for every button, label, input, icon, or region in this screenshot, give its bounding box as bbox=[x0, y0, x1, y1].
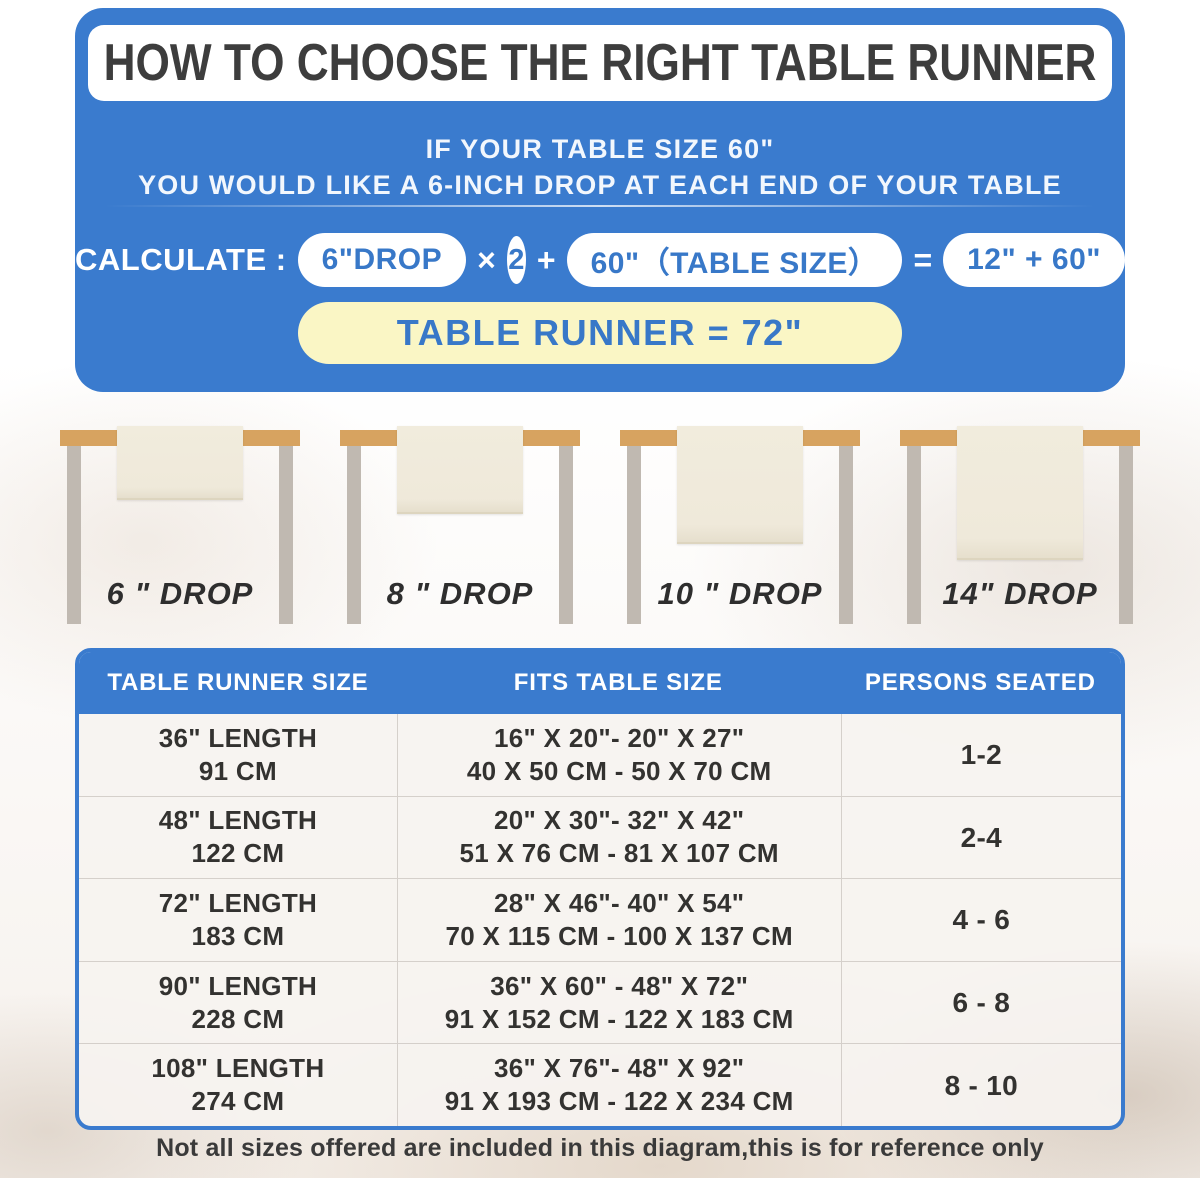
table-leg-right bbox=[1119, 446, 1133, 624]
persons-cell: 4 - 6 bbox=[840, 879, 1121, 961]
persons-cell: 2-4 bbox=[840, 796, 1121, 879]
table-row: 48" LENGTH 122 CM 20" X 30"- 32" X 42" 5… bbox=[79, 795, 1121, 879]
table-size-pill: 60"（TABLE SIZE） bbox=[566, 233, 903, 287]
table-runner-result-pill: TABLE RUNNER = 72" bbox=[298, 302, 902, 364]
drop-label: 6 " DROP bbox=[106, 576, 254, 611]
fits-size-cell: 28" X 46"- 40" X 54" 70 X 115 CM - 100 X… bbox=[396, 879, 841, 961]
drop-label: 14" DROP bbox=[942, 576, 1098, 611]
divider-line bbox=[105, 205, 1095, 207]
table-leg-left bbox=[627, 446, 641, 624]
size-chart: TABLE RUNNER SIZE FITS TABLE SIZE PERSON… bbox=[75, 648, 1125, 1130]
table-row: 108" LENGTH 274 CM 36" X 76"- 48" X 92" … bbox=[79, 1043, 1121, 1126]
fits-size-cell: 36" X 60" - 48" X 72" 91 X 152 CM - 122 … bbox=[396, 961, 841, 1044]
size-chart-header: TABLE RUNNER SIZE FITS TABLE SIZE PERSON… bbox=[79, 652, 1121, 714]
table-illustration-6in: 6 " DROP bbox=[60, 418, 300, 630]
header-banner: HOW TO CHOOSE THE RIGHT TABLE RUNNER IF … bbox=[75, 8, 1125, 392]
drop-illustrations: 6 " DROP 8 " DROP 10 " DROP 14" DROP bbox=[60, 418, 1140, 630]
table-leg-right bbox=[279, 446, 293, 624]
multiply-sign: × bbox=[477, 241, 496, 278]
table-row: 36" LENGTH 91 CM 16" X 20"- 20" X 27" 40… bbox=[79, 714, 1121, 796]
footer-note: Not all sizes offered are included in th… bbox=[156, 1134, 1044, 1162]
table-row: 90" LENGTH 228 CM 36" X 60" - 48" X 72" … bbox=[79, 960, 1121, 1044]
subtitle-line1: IF YOUR TABLE SIZE 60" bbox=[425, 134, 775, 164]
persons-cell: 1-2 bbox=[840, 714, 1121, 796]
table-leg-left bbox=[347, 446, 361, 624]
result-pill: 12" + 60" bbox=[943, 233, 1125, 287]
table-leg-left bbox=[907, 446, 921, 624]
table-illustration-10in: 10 " DROP bbox=[620, 418, 860, 630]
table-leg-right bbox=[559, 446, 573, 624]
runner-size-cell: 48" LENGTH 122 CM bbox=[158, 805, 318, 869]
table-leg-right bbox=[839, 446, 853, 624]
drop-pill: 6"DROP bbox=[297, 233, 467, 287]
header-runner-size: TABLE RUNNER SIZE bbox=[107, 669, 369, 696]
runner-size-cell: 72" LENGTH 183 CM bbox=[158, 887, 318, 951]
subtitle-line2: YOU WOULD LIKE A 6-INCH DROP AT EACH END… bbox=[138, 170, 1062, 200]
table-illustration-14in: 14" DROP bbox=[900, 418, 1140, 630]
drop-label: 8 " DROP bbox=[386, 576, 534, 611]
runner-size-cell: 36" LENGTH 91 CM bbox=[158, 722, 318, 786]
header-fits-table-size: FITS TABLE SIZE bbox=[513, 669, 723, 696]
persons-cell: 6 - 8 bbox=[840, 961, 1121, 1044]
size-chart-body: 36" LENGTH 91 CM 16" X 20"- 20" X 27" 40… bbox=[79, 714, 1121, 1126]
drop-label: 10 " DROP bbox=[657, 576, 823, 611]
calculation-row: CALCULATE : 6"DROP × 2 + 60"（TABLE SIZE）… bbox=[75, 232, 1125, 288]
fits-size-cell: 36" X 76"- 48" X 92" 91 X 193 CM - 122 X… bbox=[396, 1044, 841, 1126]
table-illustration-8in: 8 " DROP bbox=[340, 418, 580, 630]
runner-size-cell: 90" LENGTH 228 CM bbox=[158, 970, 318, 1034]
table-leg-left bbox=[67, 446, 81, 624]
multiplier-circle: 2 bbox=[506, 236, 526, 284]
fits-size-cell: 16" X 20"- 20" X 27" 40 X 50 CM - 50 X 7… bbox=[396, 714, 841, 796]
fits-size-cell: 20" X 30"- 32" X 42" 51 X 76 CM - 81 X 1… bbox=[396, 796, 841, 879]
table-row: 72" LENGTH 183 CM 28" X 46"- 40" X 54" 7… bbox=[79, 878, 1121, 961]
calculate-label: CALCULATE : bbox=[75, 242, 287, 277]
runner-swatch bbox=[677, 426, 803, 544]
runner-size-cell: 108" LENGTH 274 CM bbox=[151, 1053, 325, 1117]
result-text: TABLE RUNNER = 72" bbox=[396, 312, 804, 353]
runner-swatch bbox=[957, 426, 1083, 560]
equals-sign: = bbox=[913, 241, 933, 278]
page-title: HOW TO CHOOSE THE RIGHT TABLE RUNNER bbox=[103, 34, 1097, 92]
title-box: HOW TO CHOOSE THE RIGHT TABLE RUNNER bbox=[88, 25, 1112, 101]
persons-cell: 8 - 10 bbox=[840, 1044, 1121, 1126]
header-persons-seated: PERSONS SEATED bbox=[864, 669, 1096, 696]
runner-swatch bbox=[397, 426, 523, 514]
plus-sign: + bbox=[536, 241, 556, 278]
runner-swatch bbox=[117, 426, 243, 500]
